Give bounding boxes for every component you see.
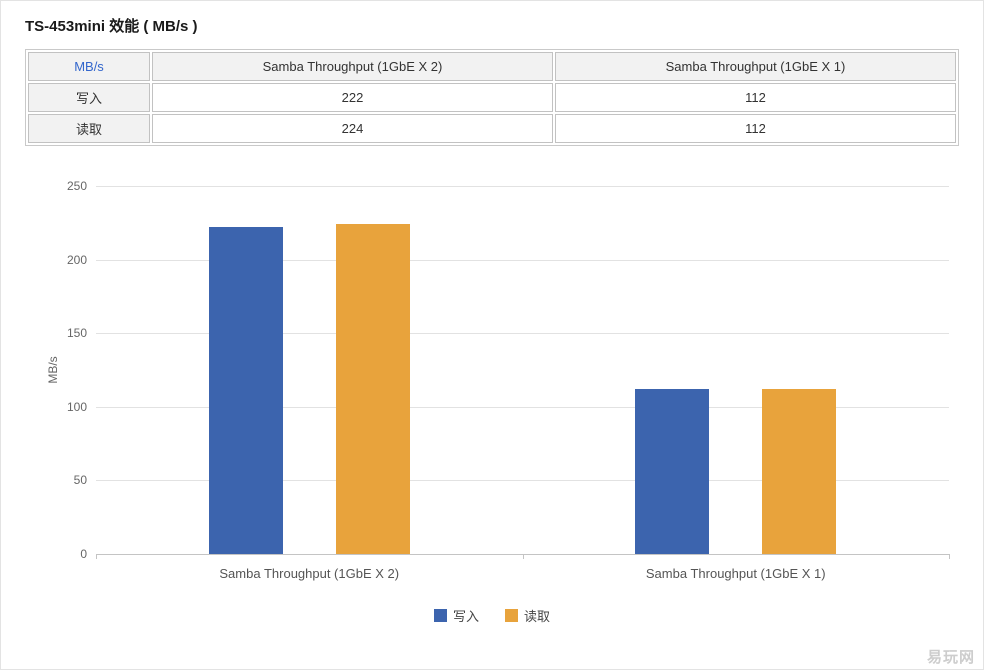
- cell-read-1x: 112: [555, 114, 956, 143]
- bar-chart: MB/s 0 50 100 150 200 250 Samba Throughput (1…: [25, 166, 959, 636]
- table-header-col-1: Samba Throughput (1GbE X 2): [152, 52, 553, 81]
- legend-item: 写入: [433, 606, 479, 625]
- legend: 写入 读取: [25, 606, 959, 625]
- x-axis-line: [96, 554, 949, 555]
- plot-area: [96, 186, 950, 559]
- throughput-table: MB/s Samba Throughput (1GbE X 2) Samba T…: [25, 49, 959, 146]
- gridline: [96, 333, 949, 335]
- gridline: [96, 480, 949, 482]
- y-axis-tick-labels: 0 50 100 150 200 250: [25, 166, 87, 636]
- x-category-label: Samba Throughput (1GbE X 1): [645, 566, 826, 581]
- table-header-col-2: Samba Throughput (1GbE X 1): [555, 52, 956, 81]
- bar-写入-2: [635, 389, 709, 554]
- table-header-unit: MB/s: [28, 52, 150, 81]
- bar-写入-1: [209, 227, 283, 554]
- x-tick-mark: [523, 554, 524, 559]
- x-axis-category-labels: Samba Throughput (1GbE X 2) Samba Through…: [96, 566, 949, 584]
- y-tick-label: 250: [66, 179, 87, 193]
- x-category-label: Samba Throughput (1GbE X 2): [219, 566, 400, 581]
- x-tick-mark: [949, 554, 950, 559]
- x-tick-mark: [96, 554, 97, 559]
- y-tick-label: 50: [73, 473, 87, 488]
- row-label-read: 读取: [28, 114, 150, 143]
- page-title: TS-453mini 效能 ( MB/s ): [25, 18, 198, 35]
- table-header-row: MB/s Samba Throughput (1GbE X 2) Samba T…: [28, 52, 956, 81]
- legend-swatch: [505, 609, 518, 622]
- cell-read-2x: 224: [152, 114, 553, 143]
- y-tick-label: 0: [80, 547, 87, 561]
- legend-swatch: [433, 609, 447, 622]
- legend-series-label: 写入: [452, 609, 479, 624]
- legend-item: 读取: [505, 606, 550, 625]
- row-label-write: 写入: [28, 83, 150, 112]
- y-tick-label: 100: [66, 399, 87, 414]
- bar-读取-1: [336, 224, 410, 554]
- cell-write-2x: 222: [152, 83, 553, 112]
- gridline: [96, 186, 949, 187]
- cell-write-1x: 112: [555, 83, 956, 112]
- legend-series-label: 读取: [524, 609, 551, 624]
- gridline: [96, 406, 949, 408]
- gridline: [96, 259, 949, 261]
- bar-读取-2: [762, 389, 836, 554]
- table-row-read: 读取 224 112: [28, 114, 956, 143]
- y-tick-label: 150: [66, 326, 87, 341]
- table-row-write: 写入 222 112: [28, 83, 956, 112]
- y-tick-label: 200: [66, 252, 87, 267]
- watermark: 易玩网: [926, 649, 975, 666]
